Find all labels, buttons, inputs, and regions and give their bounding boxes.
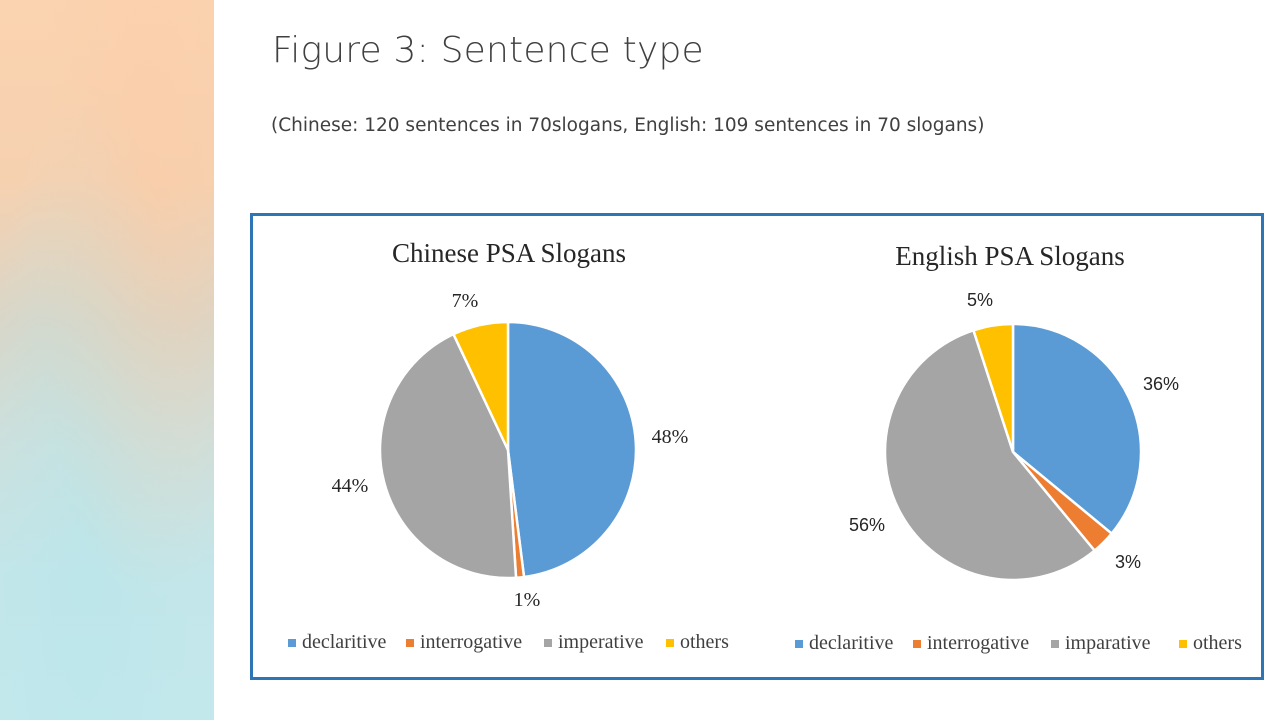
data-label-declaritive: 36% — [1143, 374, 1179, 394]
legend-label-others: others — [680, 631, 729, 653]
legend-swatch-others — [666, 639, 674, 647]
pie-slice-others — [451, 320, 510, 451]
legend-label-others: others — [1193, 632, 1242, 654]
legend-label-interrogative: interrogative — [927, 632, 1029, 654]
data-label-declaritive: 48% — [652, 426, 689, 448]
data-label-imparative: 56% — [849, 515, 885, 535]
data-label-imperative: 44% — [332, 475, 369, 497]
data-label-interrogative: 3% — [1115, 552, 1141, 572]
pie-chart-english: English PSA Slogans 36% 3% 56% 5% declaritive… — [795, 241, 1242, 654]
pie-slice-declaritive — [506, 320, 638, 579]
pie-slice-others — [971, 322, 1015, 453]
decorative-side-panel — [0, 0, 214, 720]
legend-swatch-interrogative — [913, 640, 921, 648]
data-label-interrogative: 1% — [514, 589, 541, 611]
pie-chart-chinese: Chinese PSA Slogans 48% 1% 44% 7% declaritive… — [288, 238, 729, 653]
pie-slice-imparative — [883, 328, 1097, 582]
slide-title: Figure 3: Sentence type — [272, 30, 704, 71]
slide-subtitle: (Chinese: 120 sentences in 70slogans, En… — [271, 115, 985, 136]
legend-swatch-imperative — [544, 639, 552, 647]
pie-slice-declaritive — [1011, 322, 1143, 536]
legend-label-imperative: imperative — [558, 631, 644, 653]
legend-label-declaritive: declaritive — [302, 631, 387, 653]
legend-swatch-interrogative — [406, 639, 414, 647]
legend-swatch-declaritive — [288, 639, 296, 647]
legend-swatch-imparative — [1051, 640, 1059, 648]
chart-title: English PSA Slogans — [895, 241, 1125, 271]
legend-label-interrogative: interrogative — [420, 631, 522, 653]
legend-swatch-others — [1179, 640, 1187, 648]
pie-charts-canvas: Chinese PSA Slogans 48% 1% 44% 7% declaritive… — [288, 238, 1242, 654]
chart-frame: Chinese PSA Slogans 48% 1% 44% 7% declaritive… — [250, 213, 1264, 680]
data-label-others: 5% — [967, 290, 993, 310]
legend-label-declaritive: declaritive — [809, 632, 894, 654]
data-label-others: 7% — [452, 290, 479, 312]
legend-swatch-declaritive — [795, 640, 803, 648]
legend-label-imparative: imparative — [1065, 632, 1151, 654]
chart-title: Chinese PSA Slogans — [392, 238, 626, 268]
